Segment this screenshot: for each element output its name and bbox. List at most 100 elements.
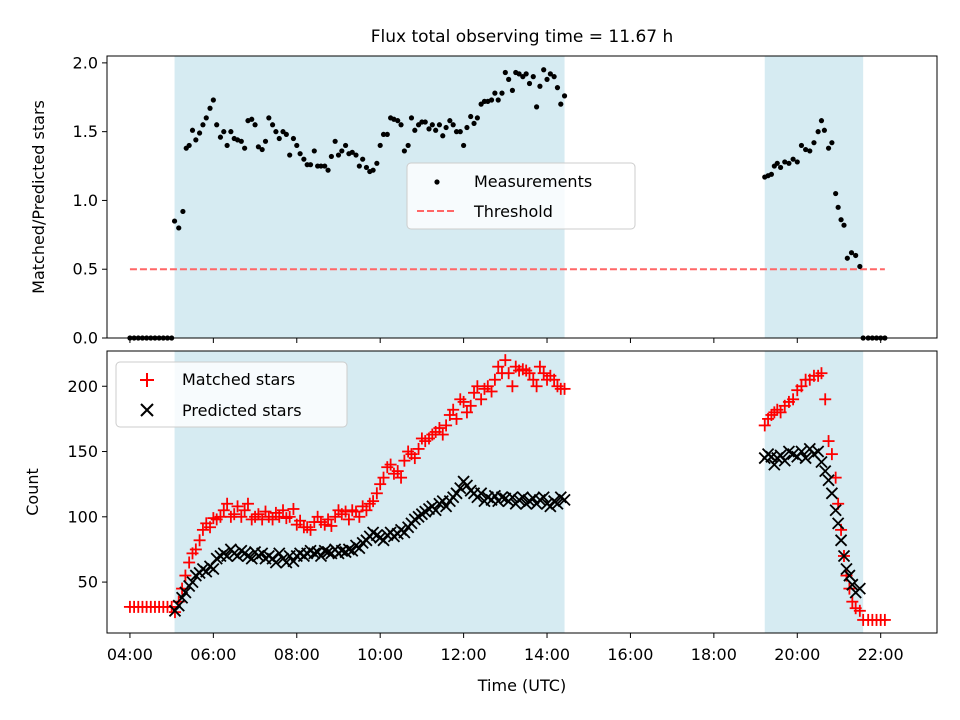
predicted-point <box>342 543 356 556</box>
measurement-point <box>287 152 293 158</box>
predicted-point <box>398 526 411 539</box>
measurement-point <box>506 76 512 82</box>
measurement-point <box>360 156 366 162</box>
predicted-point <box>768 458 781 471</box>
measurement-point <box>377 142 383 149</box>
predicted-point <box>799 451 812 465</box>
predicted-point <box>778 454 791 467</box>
measurement-point <box>228 129 234 135</box>
matched-point <box>241 497 254 510</box>
measurement-point <box>380 131 387 138</box>
matched-point <box>360 504 373 517</box>
predicted-point <box>834 534 848 547</box>
predicted-point <box>318 544 331 557</box>
measurement-point <box>526 80 533 87</box>
measurement-point <box>294 142 300 149</box>
measurement-point <box>495 97 501 103</box>
measurement-point <box>457 129 463 135</box>
predicted-point <box>269 556 283 569</box>
matched-point <box>384 458 397 471</box>
measurement-point <box>798 142 805 149</box>
measurement-point <box>398 122 404 128</box>
measurement-point <box>259 146 265 153</box>
measurement-point <box>370 167 376 173</box>
measurement-point <box>353 152 359 158</box>
measurement-point <box>401 148 407 154</box>
x-tick-label: 04:00 <box>107 645 153 664</box>
predicted-point <box>558 493 571 506</box>
matched-point <box>339 505 352 518</box>
matched-point <box>273 510 286 523</box>
matched-point <box>457 395 470 408</box>
matched-point <box>231 500 244 513</box>
legend-measurements-marker <box>434 179 440 185</box>
legend-measurements-label: Measurements <box>474 172 592 191</box>
measurement-point <box>815 129 821 135</box>
bottom-y-tick-label: 100 <box>67 507 98 526</box>
predicted-point <box>321 545 335 559</box>
measurement-point <box>461 142 467 149</box>
bottom-y-tick-label: 50 <box>78 573 98 592</box>
matched-point <box>468 386 481 399</box>
measurement-point <box>443 124 449 131</box>
x-tick-label: 14:00 <box>524 645 570 664</box>
measurement-point <box>332 138 338 144</box>
measurement-point <box>210 97 216 103</box>
measurement-point <box>342 142 349 149</box>
matched-point <box>377 471 390 484</box>
measurement-point <box>488 97 495 103</box>
measurement-point <box>203 115 209 121</box>
predicted-point <box>231 549 244 563</box>
matched-point <box>502 367 515 380</box>
measurement-point <box>301 156 307 162</box>
matched-point <box>342 513 355 526</box>
measurement-point <box>252 122 258 128</box>
measurement-point <box>853 252 859 259</box>
matched-point <box>523 367 536 380</box>
bottom-legend: Matched stars Predicted stars <box>115 361 348 428</box>
measurement-point <box>818 118 825 124</box>
matched-point <box>822 435 835 448</box>
predicted-point <box>207 562 220 576</box>
measurement-point <box>290 135 297 142</box>
measurement-point <box>857 263 863 270</box>
predicted-point <box>832 517 845 530</box>
measurement-point <box>516 71 522 77</box>
measurement-point <box>349 149 355 155</box>
predicted-point <box>314 549 328 563</box>
x-tick-label: 20:00 <box>774 645 820 664</box>
predicted-point <box>544 500 557 513</box>
measurement-point <box>453 129 460 135</box>
measurement-point <box>551 74 557 80</box>
matched-point <box>758 419 771 432</box>
measurement-point <box>200 122 206 128</box>
measurement-point <box>471 120 477 127</box>
matched-point <box>374 478 387 491</box>
predicted-point <box>273 547 286 560</box>
predicted-point <box>506 491 519 504</box>
matched-point <box>492 360 505 373</box>
shaded-interval-1 <box>764 351 864 633</box>
top-legend: Measurements Threshold <box>406 162 636 230</box>
bottom-x-ticks: 04:00 06:00 08:00 10:00 12:00 14:00 16:00 18:00… <box>107 633 904 664</box>
measurement-point <box>374 160 380 166</box>
matched-point <box>460 406 473 419</box>
matched-point <box>183 556 196 569</box>
top-y-tick-label: 0.0 <box>73 329 98 348</box>
measurement-point <box>325 167 331 173</box>
predicted-point <box>186 575 199 589</box>
matched-point <box>795 380 808 393</box>
measurement-point <box>318 163 324 169</box>
shaded-interval-1 <box>764 56 864 338</box>
measurement-point <box>544 76 550 82</box>
x-tick-label: 08:00 <box>274 645 320 664</box>
predicted-point <box>837 549 851 563</box>
measurement-point <box>807 148 813 154</box>
matched-point <box>412 442 425 455</box>
measurement-point <box>339 148 345 154</box>
matched-point <box>450 412 463 425</box>
x-tick-label: 16:00 <box>607 645 653 664</box>
measurement-point <box>217 134 224 140</box>
matched-point <box>846 595 859 608</box>
